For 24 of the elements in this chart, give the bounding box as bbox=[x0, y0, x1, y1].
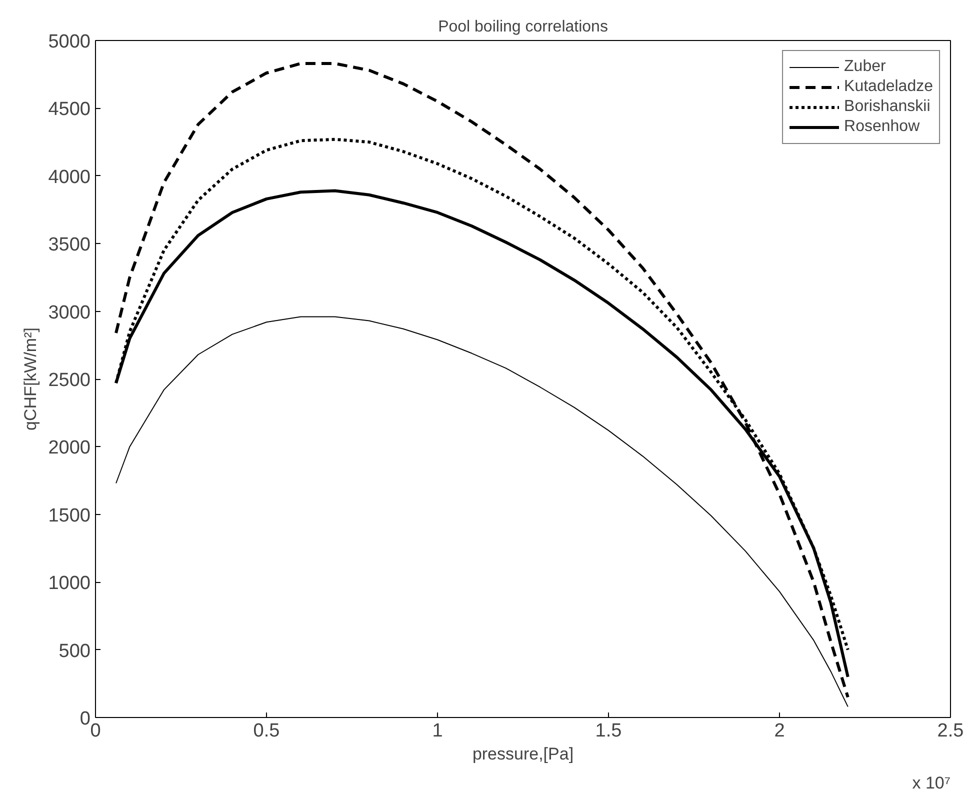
chart-title: Pool boiling correlations bbox=[438, 18, 608, 36]
y-tick-label: 2000 bbox=[48, 438, 91, 459]
y-tick-label: 3500 bbox=[48, 234, 91, 256]
x-tick-label: 0.5 bbox=[253, 720, 280, 742]
y-tick-label: 2500 bbox=[48, 370, 91, 391]
legend-label: Zuber bbox=[844, 58, 886, 76]
y-tick-label: 3000 bbox=[48, 302, 91, 324]
y-tick-label: 1500 bbox=[48, 505, 91, 526]
x-tick-label: 2 bbox=[774, 720, 785, 742]
x-tick-label: 2.5 bbox=[937, 720, 964, 742]
x-axis-title: pressure,[Pa] bbox=[472, 744, 574, 764]
text: x 10⁷ bbox=[912, 774, 951, 792]
y-tick-label: 500 bbox=[58, 640, 90, 662]
x-tick-label: 1 bbox=[432, 720, 443, 742]
y-tick-label: 4000 bbox=[48, 166, 91, 188]
y-tick-label: 5000 bbox=[48, 32, 91, 52]
y-tick-label: 4500 bbox=[48, 99, 91, 120]
legend-label: Kutadeladze bbox=[844, 78, 933, 96]
x-tick-label: 1.5 bbox=[595, 720, 622, 742]
y-axis-title: qCHF[kW/m²] bbox=[21, 328, 40, 430]
legend-label: Rosenhow bbox=[844, 118, 920, 136]
y-tick-label: 1000 bbox=[48, 573, 91, 594]
line-series bbox=[116, 316, 848, 708]
legend-label: Borishanskii bbox=[844, 98, 930, 116]
